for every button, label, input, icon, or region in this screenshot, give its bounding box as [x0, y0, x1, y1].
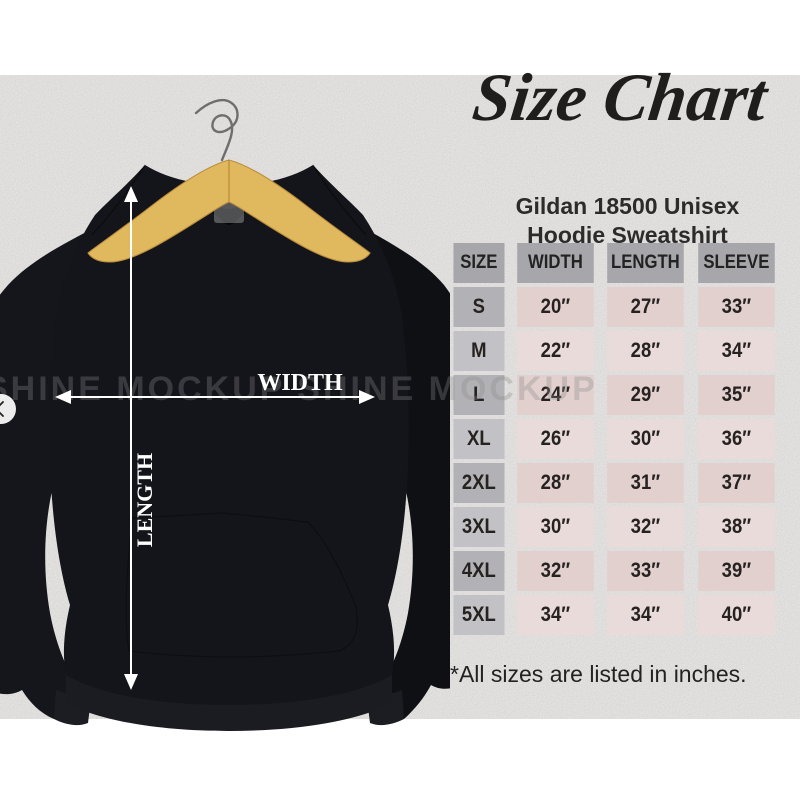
svg-text:WIDTH: WIDTH — [257, 370, 343, 396]
svg-text:LENGTH: LENGTH — [132, 453, 157, 547]
